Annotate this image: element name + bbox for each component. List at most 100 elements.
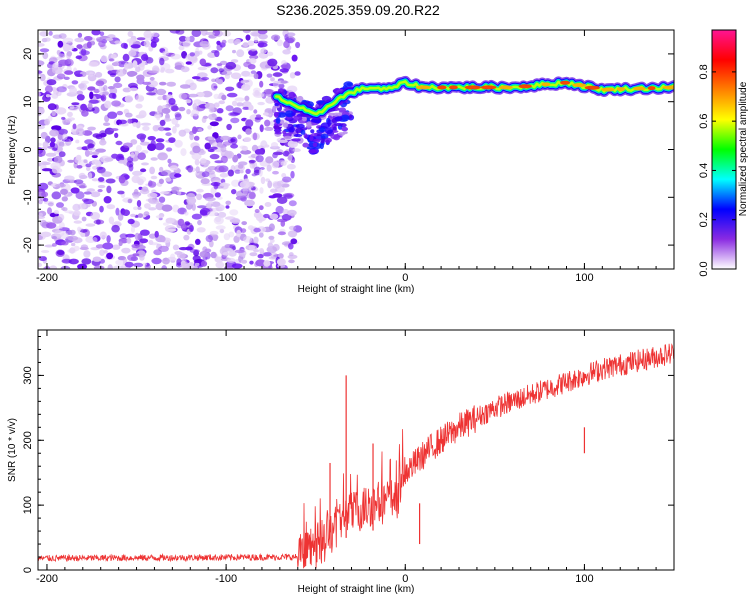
noise-cell <box>257 42 268 48</box>
noise-cell <box>178 106 186 112</box>
noise-cell <box>244 95 250 102</box>
noise-cell <box>57 213 65 221</box>
noise-cell <box>85 223 96 227</box>
noise-cell <box>191 203 196 211</box>
noise-cell <box>130 44 141 49</box>
noise-cell <box>209 153 220 160</box>
noise-cell <box>55 183 66 188</box>
noise-cell <box>161 204 173 212</box>
noise-cell <box>264 202 272 207</box>
carrier-hotspot <box>498 85 513 90</box>
noise-cell <box>234 249 245 254</box>
noise-cell <box>98 85 104 93</box>
noise-cell <box>165 217 175 224</box>
colorbar-tick-label: 0.8 <box>698 64 710 79</box>
transition-cell <box>340 114 350 122</box>
noise-cell <box>79 50 90 56</box>
noise-cell <box>254 116 264 120</box>
noise-cell <box>107 111 118 119</box>
noise-cell <box>106 66 114 71</box>
noise-cell <box>104 100 112 109</box>
transition-cell <box>293 133 303 138</box>
noise-cell <box>237 134 242 140</box>
noise-cell <box>215 225 226 230</box>
noise-cell <box>80 244 88 250</box>
noise-cell <box>120 42 128 49</box>
transition-cell <box>284 110 294 118</box>
noise-cell <box>220 145 227 153</box>
noise-cell <box>39 219 47 227</box>
noise-cell <box>131 243 140 249</box>
noise-cell <box>165 228 177 232</box>
noise-cell <box>81 216 87 222</box>
noise-cell <box>143 40 150 48</box>
noise-cell <box>213 93 220 100</box>
noise-cell <box>191 213 202 220</box>
transition-cell <box>291 138 301 142</box>
noise-cell <box>183 234 190 241</box>
noise-cell <box>62 44 71 52</box>
noise-cell <box>105 37 114 42</box>
noise-cell <box>155 215 164 219</box>
noise-cell <box>288 252 294 257</box>
noise-cell <box>169 165 179 171</box>
noise-cell <box>166 81 176 87</box>
noise-cell <box>40 131 48 139</box>
noise-cell <box>115 140 123 146</box>
noise-cell <box>123 62 129 71</box>
noise-cell <box>287 140 298 148</box>
noise-cell <box>289 72 296 79</box>
noise-cell <box>99 205 104 213</box>
noise-cell <box>130 152 135 159</box>
noise-cell <box>186 196 197 205</box>
noise-cell <box>193 259 202 263</box>
carrier-hotspot <box>647 86 656 91</box>
noise-cell <box>287 37 295 44</box>
noise-cell <box>83 159 88 164</box>
noise-cell <box>253 227 261 233</box>
noise-cell <box>77 263 88 269</box>
noise-cell <box>215 216 222 223</box>
noise-cell <box>100 95 105 101</box>
noise-cell <box>150 175 158 180</box>
noise-cell <box>75 55 83 60</box>
noise-cell <box>38 43 45 47</box>
x-tick-label: -100 <box>215 272 237 284</box>
noise-cell <box>259 187 264 194</box>
snr-ticks: -200 -100 0 100 0 100 200 300 <box>22 330 675 585</box>
noise-cell <box>41 161 51 166</box>
noise-cell <box>137 152 146 160</box>
carrier-hotspot <box>601 87 615 92</box>
noise-cell <box>196 205 207 209</box>
noise-cell <box>118 241 123 247</box>
noise-cell <box>127 198 133 204</box>
noise-cell <box>71 102 80 106</box>
noise-cell <box>287 209 297 216</box>
noise-cell <box>213 102 220 108</box>
noise-cell <box>71 242 76 247</box>
noise-cell <box>161 107 171 114</box>
noise-cell <box>136 74 145 81</box>
noise-cell <box>242 30 251 34</box>
noise-cell <box>219 228 225 234</box>
noise-cell <box>246 48 258 52</box>
carrier-hotspot <box>480 85 497 90</box>
noise-cell <box>211 83 218 91</box>
noise-cell <box>102 91 109 96</box>
noise-cell <box>201 76 210 81</box>
noise-cell <box>72 203 81 211</box>
noise-cell <box>47 103 57 111</box>
noise-cell <box>132 253 140 257</box>
noise-cell <box>126 237 132 244</box>
transition-cell <box>343 81 354 88</box>
noise-cell <box>142 262 147 266</box>
noise-cell <box>185 246 193 251</box>
noise-cell <box>53 155 63 164</box>
transition-cell <box>282 130 287 135</box>
noise-cell <box>224 265 234 269</box>
noise-cell <box>158 178 164 184</box>
noise-cell <box>266 73 273 78</box>
noise-cell <box>54 229 65 237</box>
noise-cell <box>125 112 133 118</box>
noise-cell <box>209 230 219 236</box>
